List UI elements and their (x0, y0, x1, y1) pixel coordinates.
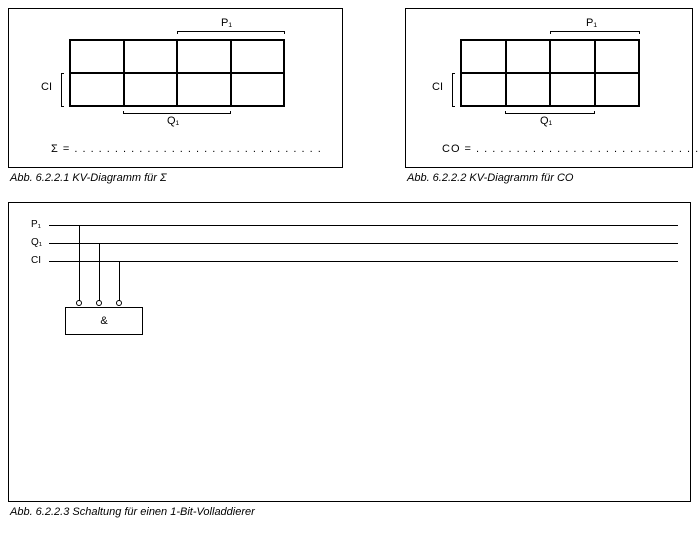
kv-cell (550, 40, 595, 73)
kv-co-label-q1: Q₁ (540, 115, 552, 127)
signal-line (49, 261, 678, 262)
kv-sigma-label-q1: Q₁ (167, 115, 179, 127)
wire-vertical (79, 225, 80, 303)
kv-cell (550, 73, 595, 106)
kv-sigma-bracket-q1 (123, 111, 231, 114)
kv-sigma-label-ci: CI (41, 81, 52, 93)
wire-vertical (99, 243, 100, 303)
kv-co-caption: Abb. 6.2.2.2 KV-Diagramm für CO (407, 172, 693, 184)
kv-cell (177, 73, 231, 106)
kv-co-bracket-ci (452, 73, 455, 107)
signal-label: P₁ (31, 219, 41, 230)
circuit-caption: Abb. 6.2.2.3 Schaltung für einen 1-Bit-V… (10, 506, 691, 518)
kv-co-equation: CO = . . . . . . . . . . . . . . . . . .… (442, 143, 699, 155)
kv-co-eq-dots: . . . . . . . . . . . . . . . . . . . . … (476, 143, 699, 155)
kv-cell (506, 73, 551, 106)
kv-sigma-eq-prefix: Σ = (51, 143, 74, 155)
kv-sigma-eq-dots: . . . . . . . . . . . . . . . . . . . . … (74, 143, 321, 155)
kv-sigma-equation: Σ = . . . . . . . . . . . . . . . . . . … (51, 143, 322, 155)
kv-co-grid (460, 39, 640, 107)
kv-sigma-panel: P₁ CI Q₁ Σ = . . . . . . . . . . . . . .… (8, 8, 343, 168)
kv-cell (70, 40, 124, 73)
kv-co-eq-prefix: CO = (442, 143, 476, 155)
kv-cell (506, 40, 551, 73)
kv-sigma-caption: Abb. 6.2.2.1 KV-Diagramm für Σ (10, 172, 343, 184)
kv-co-label-p1: P₁ (586, 17, 597, 29)
kv-cell (124, 40, 178, 73)
wire-node (76, 300, 82, 306)
circuit-panel: P₁ Q₁ CI & (8, 202, 691, 502)
signal-label: CI (31, 255, 41, 266)
wire-node (96, 300, 102, 306)
signal-label: Q₁ (31, 237, 42, 248)
kv-sigma-label-p1: P₁ (221, 17, 232, 29)
kv-sigma-bracket-p1 (177, 31, 285, 34)
signal-line (49, 225, 678, 226)
kv-cell (177, 40, 231, 73)
kv-co-bracket-p1 (550, 31, 640, 34)
kv-cell (231, 40, 285, 73)
kv-cell (124, 73, 178, 106)
kv-cell (70, 73, 124, 106)
wire-vertical (119, 261, 120, 303)
kv-cell (461, 40, 506, 73)
kv-sigma-grid (69, 39, 285, 107)
kv-cell (595, 73, 640, 106)
and-gate: & (65, 307, 143, 335)
kv-co-bracket-q1 (505, 111, 595, 114)
kv-cell (231, 73, 285, 106)
signal-line (49, 243, 678, 244)
kv-cell (595, 40, 640, 73)
kv-co-panel: P₁ CI Q₁ CO = . . . . . . . . . . . . . … (405, 8, 693, 168)
kv-co-label-ci: CI (432, 81, 443, 93)
kv-cell (461, 73, 506, 106)
wire-node (116, 300, 122, 306)
kv-sigma-bracket-ci (61, 73, 64, 107)
